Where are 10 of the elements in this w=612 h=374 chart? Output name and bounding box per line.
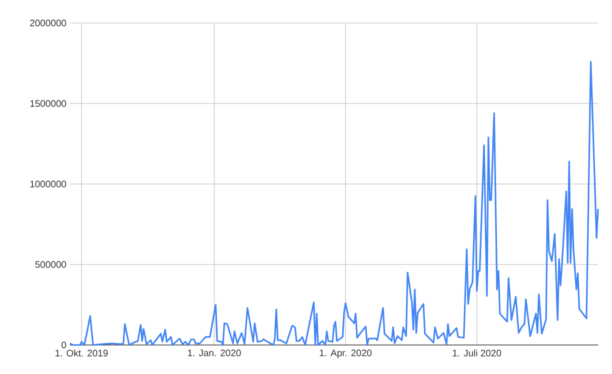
y-tick-label: 2000000 bbox=[30, 20, 66, 26]
y-tick-label: 1000000 bbox=[30, 180, 66, 188]
x-tick-label: 1. Okt. 2019 bbox=[56, 350, 108, 356]
x-tick-label: 1. Apr. 2020 bbox=[320, 350, 372, 358]
x-tick-label: 1. Jan. 2020 bbox=[188, 350, 241, 356]
y-tick-label: 0 bbox=[62, 342, 66, 348]
y-tick-label: 1500000 bbox=[30, 100, 66, 107]
y-tick-label: 500000 bbox=[35, 261, 66, 268]
x-tick-label: 1. Juli 2020 bbox=[452, 350, 502, 356]
line-series bbox=[69, 60, 599, 346]
